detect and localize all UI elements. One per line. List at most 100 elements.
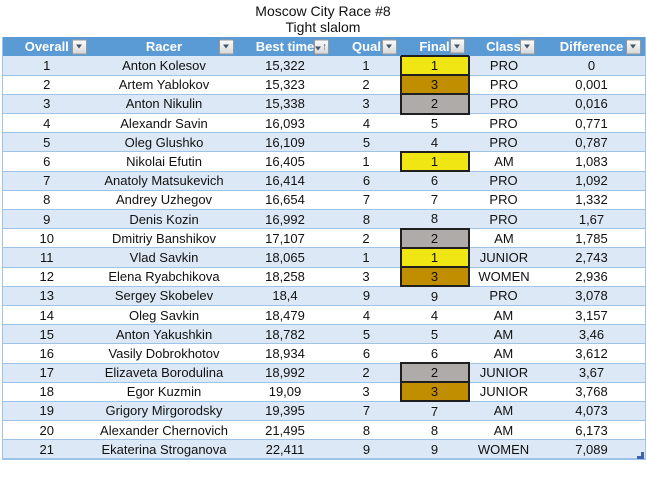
column-header-overall[interactable]: Overall xyxy=(2,37,91,56)
cell-difference[interactable]: 2,936 xyxy=(538,267,646,287)
cell-best-time[interactable]: 16,654 xyxy=(237,190,333,211)
cell-best-time[interactable]: 22,411 xyxy=(237,439,333,460)
cell-overall[interactable]: 16 xyxy=(2,343,91,364)
column-header-best-time[interactable]: Best time ↑ xyxy=(237,37,333,56)
cell-racer[interactable]: Alexander Chernovich xyxy=(90,420,238,441)
cell-final[interactable]: 1 xyxy=(399,150,470,173)
cell-best-time[interactable]: 16,109 xyxy=(237,132,333,153)
column-header-class[interactable]: Class xyxy=(468,37,539,56)
filter-dropdown-button-best-time[interactable]: ↑ xyxy=(313,39,329,54)
cell-difference[interactable]: 0,001 xyxy=(538,75,646,95)
cell-overall[interactable]: 1 xyxy=(2,56,91,76)
cell-class[interactable]: WOMEN xyxy=(468,439,539,460)
filter-dropdown-button-difference[interactable] xyxy=(625,39,641,54)
cell-best-time[interactable]: 19,09 xyxy=(237,382,333,402)
cell-difference[interactable]: 0,771 xyxy=(538,113,646,134)
cell-qual[interactable]: 7 xyxy=(332,401,401,422)
cell-qual[interactable]: 1 xyxy=(332,247,401,268)
cell-qual[interactable]: 6 xyxy=(332,343,401,364)
cell-class[interactable]: PRO xyxy=(468,190,539,211)
cell-racer[interactable]: Egor Kuzmin xyxy=(90,382,238,402)
cell-difference[interactable]: 2,743 xyxy=(538,247,646,268)
cell-qual[interactable]: 2 xyxy=(332,75,401,95)
cell-overall[interactable]: 9 xyxy=(2,209,91,230)
cell-racer[interactable]: Grigory Mirgorodsky xyxy=(90,401,238,422)
cell-class[interactable]: AM xyxy=(468,420,539,441)
cell-overall[interactable]: 21 xyxy=(2,439,91,460)
cell-class[interactable]: JUNIOR xyxy=(468,363,539,383)
cell-class[interactable]: WOMEN xyxy=(468,267,539,287)
cell-overall[interactable]: 18 xyxy=(2,382,91,402)
cell-qual[interactable]: 3 xyxy=(332,267,401,287)
cell-overall[interactable]: 20 xyxy=(2,420,91,441)
cell-difference[interactable]: 0 xyxy=(538,56,646,76)
cell-qual[interactable]: 6 xyxy=(332,171,401,191)
cell-qual[interactable]: 7 xyxy=(332,190,401,211)
cell-final[interactable]: 1 xyxy=(399,246,470,269)
cell-best-time[interactable]: 15,338 xyxy=(237,94,333,115)
cell-final[interactable]: 3 xyxy=(399,74,470,96)
cell-final[interactable]: 7 xyxy=(400,401,469,422)
filter-dropdown-button-racer[interactable] xyxy=(218,39,234,54)
cell-class[interactable]: AM xyxy=(468,324,539,345)
cell-racer[interactable]: Oleg Savkin xyxy=(90,305,238,326)
cell-overall[interactable]: 19 xyxy=(2,401,91,422)
cell-racer[interactable]: Anton Nikulin xyxy=(90,94,238,115)
cell-racer[interactable]: Vlad Savkin xyxy=(90,247,238,268)
cell-difference[interactable]: 1,785 xyxy=(538,228,646,249)
cell-qual[interactable]: 4 xyxy=(332,305,401,326)
cell-difference[interactable]: 3,078 xyxy=(538,286,646,306)
cell-racer[interactable]: Anton Kolesov xyxy=(90,56,238,76)
cell-overall[interactable]: 14 xyxy=(2,305,91,326)
cell-overall[interactable]: 15 xyxy=(2,324,91,345)
cell-class[interactable]: PRO xyxy=(468,56,539,76)
cell-difference[interactable]: 1,67 xyxy=(538,209,646,230)
cell-qual[interactable]: 1 xyxy=(332,56,401,76)
column-header-racer[interactable]: Racer xyxy=(90,37,238,56)
cell-qual[interactable]: 5 xyxy=(332,132,401,153)
cell-qual[interactable]: 2 xyxy=(332,228,401,249)
column-header-qual[interactable]: Qual xyxy=(332,37,401,56)
filter-dropdown-button-qual[interactable] xyxy=(381,39,397,54)
cell-final[interactable]: 4 xyxy=(400,132,469,153)
cell-difference[interactable]: 3,46 xyxy=(538,324,646,345)
cell-final[interactable]: 8 xyxy=(400,420,469,441)
cell-racer[interactable]: Denis Kozin xyxy=(90,209,238,230)
table-resize-handle[interactable] xyxy=(637,451,644,459)
cell-best-time[interactable]: 18,4 xyxy=(237,286,333,306)
cell-best-time[interactable]: 18,065 xyxy=(237,247,333,268)
cell-qual[interactable]: 8 xyxy=(332,209,401,230)
cell-difference[interactable]: 0,787 xyxy=(538,132,646,153)
column-header-difference[interactable]: Difference xyxy=(538,37,646,56)
cell-racer[interactable]: Elena Ryabchikova xyxy=(90,267,238,287)
cell-overall[interactable]: 11 xyxy=(2,247,91,268)
cell-racer[interactable]: Ekaterina Stroganova xyxy=(90,439,238,460)
cell-difference[interactable]: 3,67 xyxy=(538,363,646,383)
cell-racer[interactable]: Oleg Glushko xyxy=(90,132,238,153)
cell-overall[interactable]: 4 xyxy=(2,113,91,134)
cell-racer[interactable]: Anatoly Matsukevich xyxy=(90,171,238,191)
cell-class[interactable]: AM xyxy=(468,401,539,422)
cell-best-time[interactable]: 16,093 xyxy=(237,113,333,134)
cell-difference[interactable]: 6,173 xyxy=(538,420,646,441)
cell-racer[interactable]: Vasily Dobrokhotov xyxy=(90,343,238,364)
cell-class[interactable]: PRO xyxy=(468,132,539,153)
cell-final[interactable]: 5 xyxy=(400,324,469,345)
cell-qual[interactable]: 4 xyxy=(332,113,401,134)
cell-overall[interactable]: 3 xyxy=(2,94,91,115)
cell-class[interactable]: PRO xyxy=(468,75,539,95)
filter-dropdown-button-overall[interactable] xyxy=(71,39,87,54)
cell-best-time[interactable]: 18,258 xyxy=(237,267,333,287)
cell-difference[interactable]: 0,016 xyxy=(538,94,646,115)
cell-final[interactable]: 7 xyxy=(400,190,469,211)
cell-overall[interactable]: 12 xyxy=(2,267,91,287)
cell-final[interactable]: 8 xyxy=(400,209,469,230)
cell-final[interactable]: 3 xyxy=(399,266,470,288)
cell-overall[interactable]: 13 xyxy=(2,286,91,306)
cell-difference[interactable]: 3,768 xyxy=(538,382,646,402)
cell-qual[interactable]: 3 xyxy=(332,382,401,402)
cell-qual[interactable]: 3 xyxy=(332,94,401,115)
cell-racer[interactable]: Artem Yablokov xyxy=(90,75,238,95)
cell-best-time[interactable]: 18,479 xyxy=(237,305,333,326)
cell-final[interactable]: 1 xyxy=(399,54,470,77)
